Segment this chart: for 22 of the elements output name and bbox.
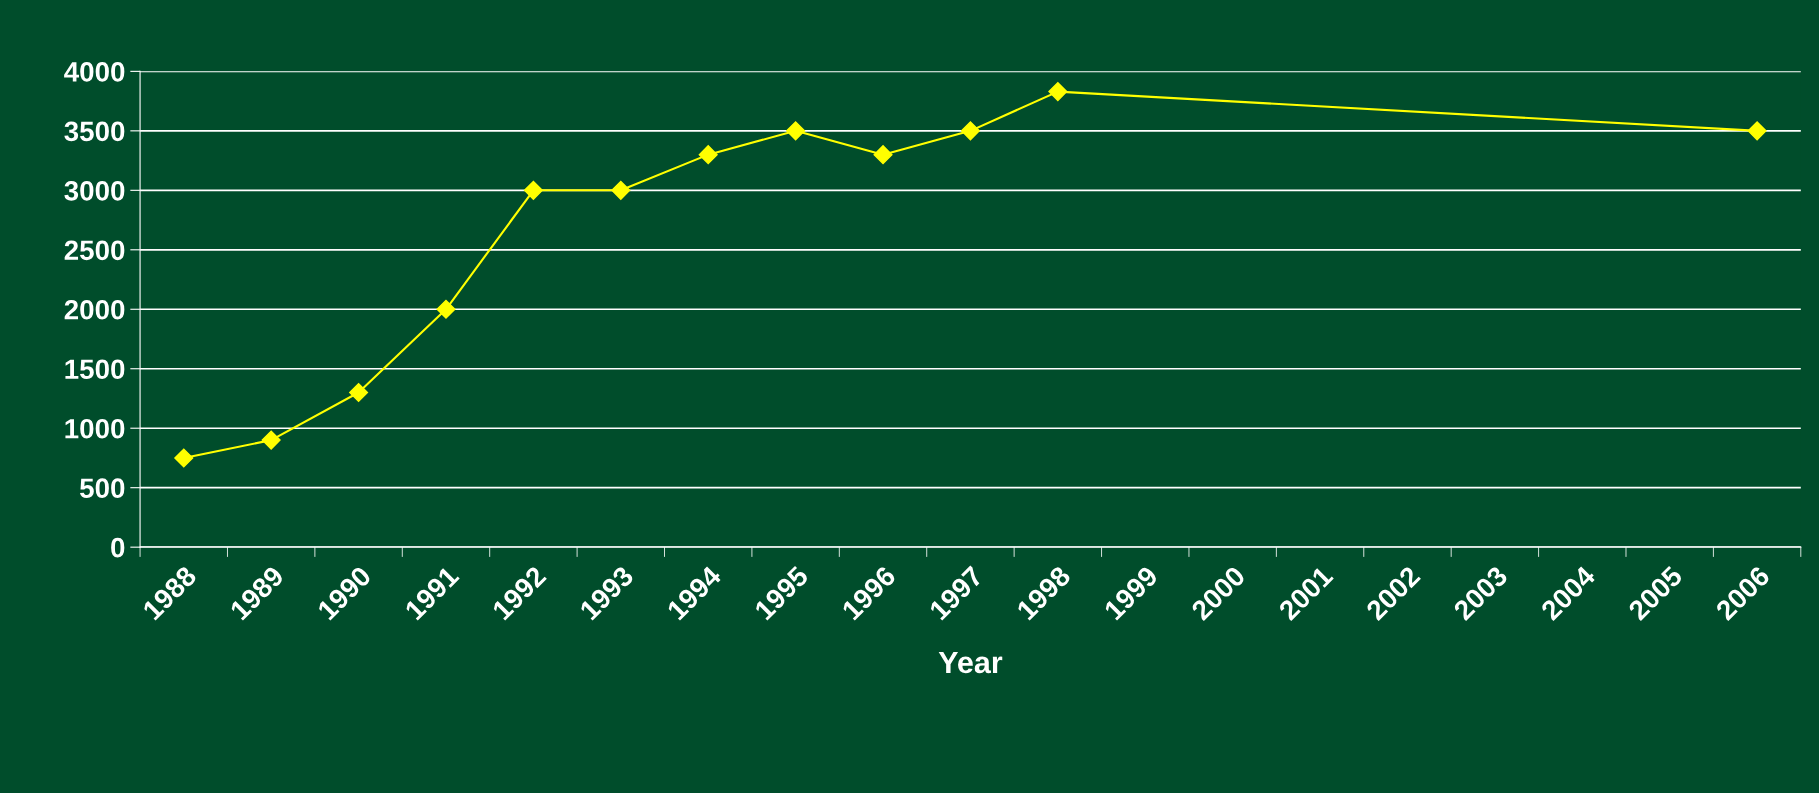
point: [261, 430, 281, 450]
y-tick-label: 2000: [64, 299, 125, 320]
y-tick-label: 2500: [64, 240, 125, 261]
x-axis-title: Year: [938, 651, 1003, 674]
point: [873, 145, 893, 165]
point: [1747, 121, 1767, 141]
point: [174, 448, 194, 468]
point: [960, 121, 980, 141]
point: [349, 383, 369, 403]
y-tick-label: 1000: [65, 418, 125, 439]
point: [698, 145, 718, 165]
y-tick-label: 1500: [65, 359, 125, 380]
point: [786, 121, 806, 141]
y-tick-label: 3500: [64, 121, 125, 142]
point: [611, 180, 631, 200]
point: [436, 299, 456, 319]
y-tick-label: 500: [79, 478, 125, 499]
y-tick-label: 3000: [64, 180, 125, 201]
y-tick-label: 4000: [64, 62, 125, 82]
point: [1048, 82, 1068, 102]
point: [523, 180, 543, 200]
y-tick-label: 0: [111, 537, 125, 558]
